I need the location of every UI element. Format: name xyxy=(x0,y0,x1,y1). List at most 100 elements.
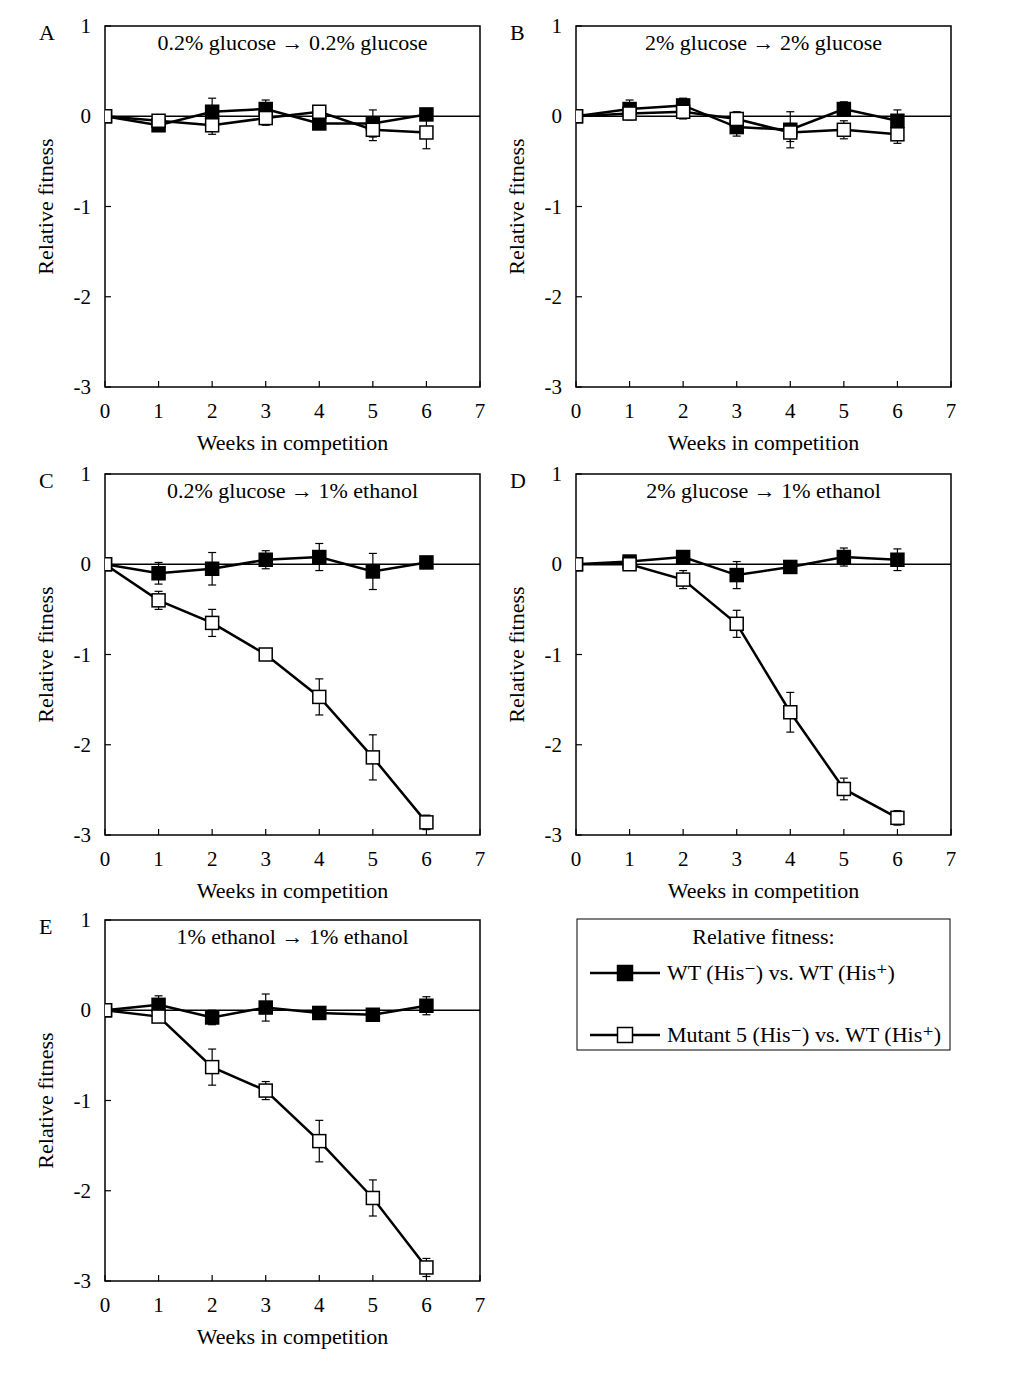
error-cap xyxy=(369,1215,377,1216)
x-tick xyxy=(683,381,684,387)
panel: -3-2-10101234567Weeks in competitionRela… xyxy=(504,462,956,903)
y-tick-label: -1 xyxy=(74,1089,92,1113)
marker xyxy=(259,112,272,125)
error-cap xyxy=(208,1085,216,1086)
y-tick-label: -3 xyxy=(74,375,92,399)
error-cap xyxy=(893,125,901,126)
error-cap xyxy=(262,993,270,994)
panel: -3-2-10101234567Weeks in competitionRela… xyxy=(33,462,485,903)
x-tick-label: 4 xyxy=(314,399,325,423)
x-tick xyxy=(629,381,630,387)
x-tick xyxy=(104,381,105,387)
y-tick xyxy=(105,1280,111,1281)
marker xyxy=(313,690,326,703)
plot-frame xyxy=(105,474,480,835)
error-cap xyxy=(315,1120,323,1121)
error-cap xyxy=(155,609,163,610)
error-cap xyxy=(786,692,794,693)
error-cap xyxy=(422,1276,430,1277)
error-cap xyxy=(262,99,270,100)
error-cap xyxy=(840,138,848,139)
marker xyxy=(730,569,743,582)
point xyxy=(420,556,433,569)
x-tick-label: 4 xyxy=(785,847,796,871)
point xyxy=(677,551,690,564)
error-cap xyxy=(262,550,270,551)
x-tick xyxy=(104,1275,105,1281)
panel-title: 2% glucose → 1% ethanol xyxy=(646,478,881,503)
error-cap xyxy=(315,1161,323,1162)
x-tick-label: 3 xyxy=(260,1293,271,1317)
error-cap xyxy=(208,1048,216,1049)
y-tick xyxy=(105,296,111,297)
y-tick-label: -3 xyxy=(545,823,563,847)
point xyxy=(105,558,112,571)
error-cap xyxy=(369,109,377,110)
x-tick-label: 3 xyxy=(731,847,742,871)
panel-letter: C xyxy=(39,468,54,493)
point xyxy=(105,110,112,123)
point xyxy=(677,573,690,586)
marker xyxy=(677,551,690,564)
point xyxy=(576,110,583,123)
legend-label: WT (His⁻) vs. WT (His⁺) xyxy=(667,960,895,985)
y-tick xyxy=(105,386,111,387)
point xyxy=(891,553,904,566)
point xyxy=(784,560,797,573)
point xyxy=(313,1135,326,1148)
error-cap xyxy=(786,732,794,733)
error-cap xyxy=(679,570,687,571)
marker xyxy=(259,1001,272,1014)
x-tick xyxy=(426,381,427,387)
point xyxy=(784,706,797,719)
point xyxy=(576,558,583,571)
plot-frame xyxy=(105,26,480,387)
marker xyxy=(576,558,583,571)
point xyxy=(152,594,165,607)
point xyxy=(366,1191,379,1204)
point xyxy=(206,1011,219,1024)
x-tick-label: 5 xyxy=(839,847,850,871)
error-cap xyxy=(155,562,163,563)
y-tick xyxy=(105,206,111,207)
marker xyxy=(366,565,379,578)
legend-title: Relative fitness: xyxy=(692,924,834,949)
point xyxy=(837,103,850,116)
x-axis-label: Weeks in competition xyxy=(668,430,859,455)
error-cap xyxy=(893,548,901,549)
error-cap xyxy=(208,636,216,637)
x-tick-label: 6 xyxy=(892,847,903,871)
error-cap xyxy=(893,143,901,144)
x-tick xyxy=(479,381,480,387)
point xyxy=(730,112,743,125)
marker xyxy=(206,105,219,118)
error-cap xyxy=(786,141,794,142)
point xyxy=(152,114,165,127)
error-cap xyxy=(208,98,216,99)
y-tick xyxy=(105,1100,111,1101)
y-tick-label: -3 xyxy=(545,375,563,399)
x-tick-label: 0 xyxy=(571,399,582,423)
error-cap xyxy=(893,570,901,571)
point xyxy=(576,110,583,123)
point xyxy=(259,553,272,566)
point xyxy=(105,558,112,571)
plot-frame xyxy=(576,26,951,387)
marker xyxy=(891,811,904,824)
point xyxy=(152,1010,165,1023)
panel: -3-2-10101234567Weeks in competitionRela… xyxy=(504,14,956,455)
point xyxy=(576,558,583,571)
error-cap xyxy=(786,147,794,148)
y-tick xyxy=(105,834,111,835)
marker xyxy=(313,551,326,564)
legend-marker xyxy=(618,966,633,981)
point xyxy=(366,1008,379,1021)
point xyxy=(313,690,326,703)
panel: -3-2-10101234567Weeks in competitionRela… xyxy=(33,14,485,455)
x-tick-label: 1 xyxy=(624,847,635,871)
x-tick-label: 4 xyxy=(314,1293,325,1317)
point xyxy=(366,565,379,578)
marker xyxy=(837,103,850,116)
x-tick-label: 0 xyxy=(100,1293,111,1317)
x-tick xyxy=(790,381,791,387)
